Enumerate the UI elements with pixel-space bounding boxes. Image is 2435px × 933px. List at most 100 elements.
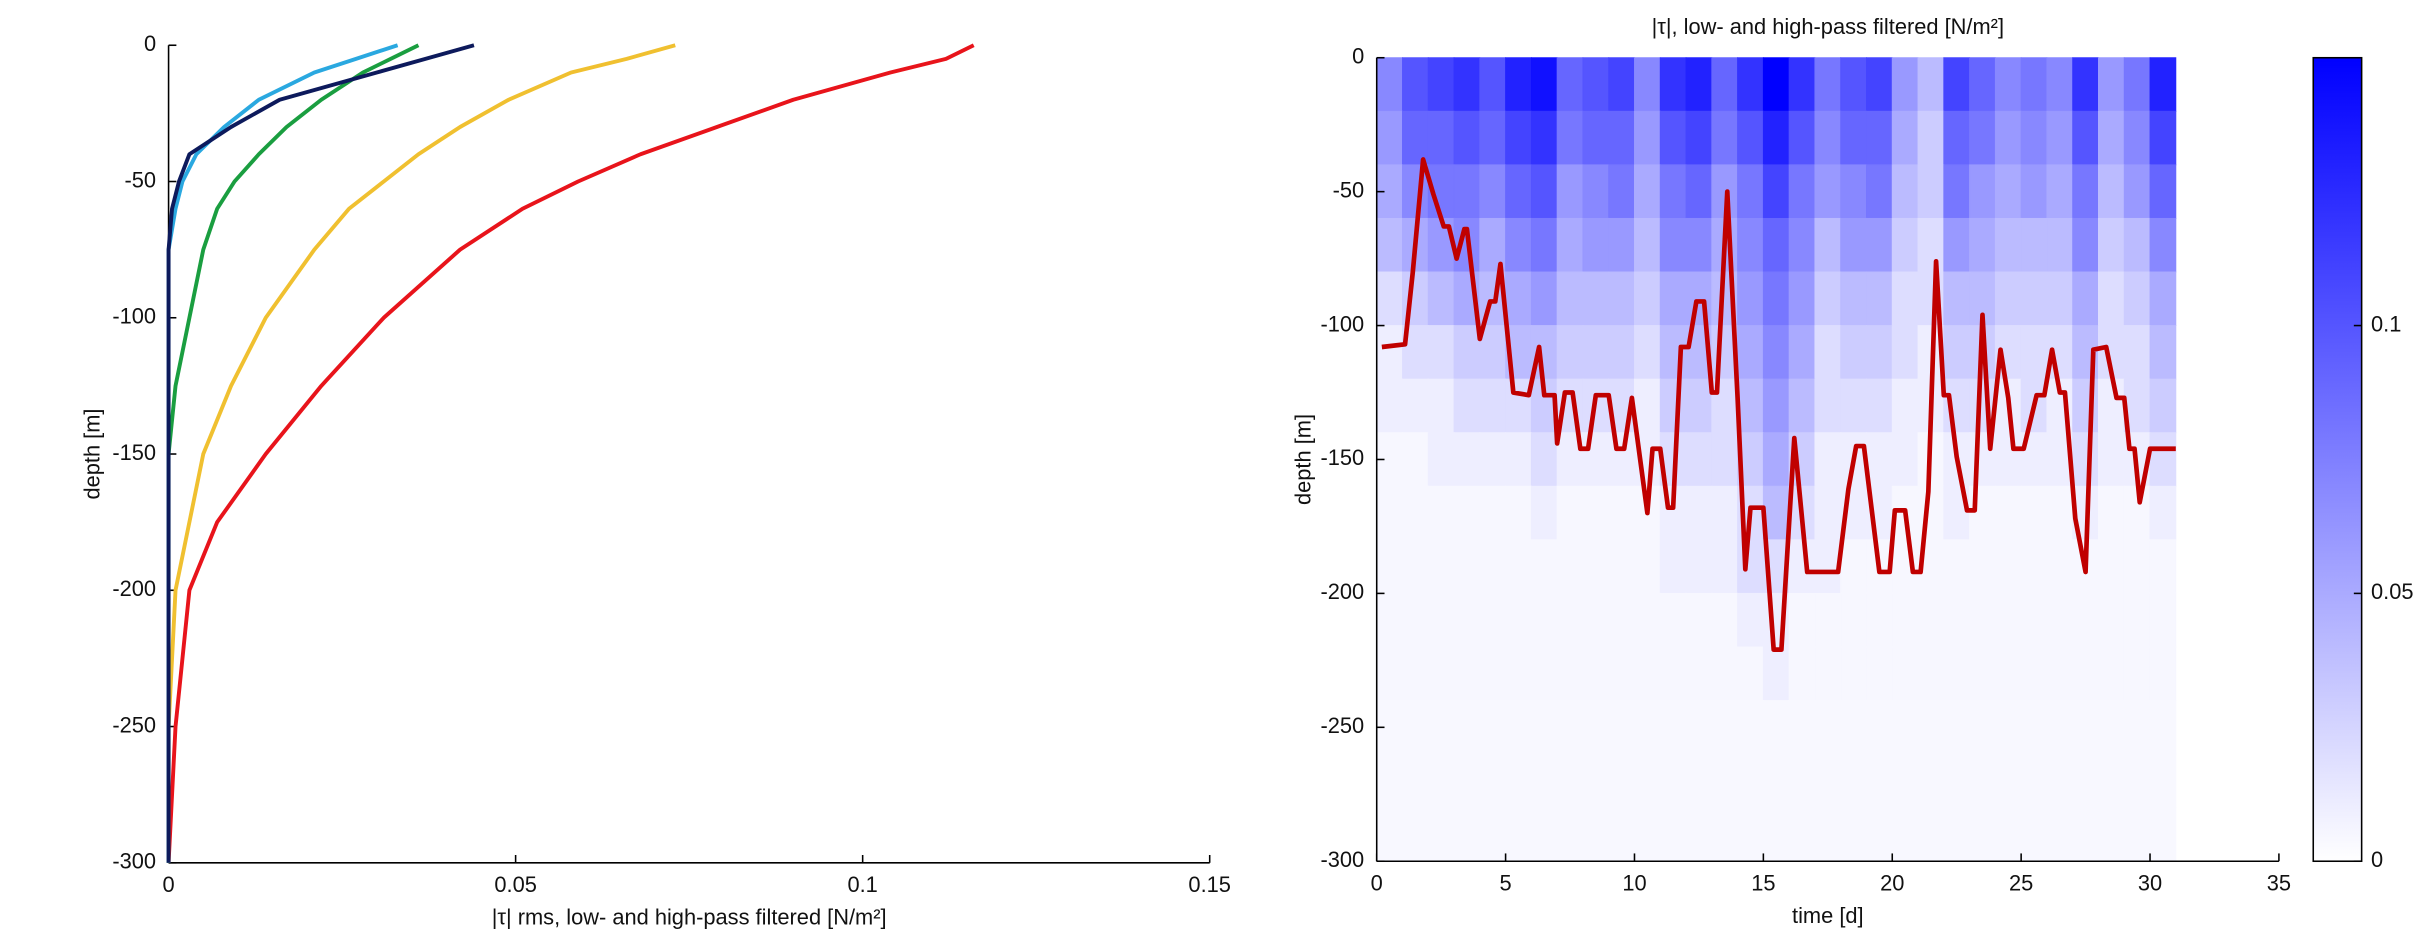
heat-cell: [1762, 57, 1790, 112]
y-axis-label: depth [m]: [1291, 414, 1316, 505]
heat-cell: [1943, 164, 1971, 219]
heat-cell: [2149, 325, 2177, 380]
heat-cell: [1840, 57, 1867, 112]
y-tick-label: -250: [1321, 713, 1365, 738]
heat-cell: [1608, 217, 1635, 273]
heat-cell: [1582, 592, 1610, 648]
heat-cell: [2149, 378, 2177, 434]
heat-cell: [2072, 110, 2099, 166]
heat-cell: [1479, 539, 1507, 594]
x-tick-label: 25: [2009, 870, 2033, 895]
heat-cell: [1737, 57, 1764, 112]
heat-cell: [1788, 539, 1816, 594]
y-tick-label: -100: [112, 304, 156, 329]
heat-cell: [1762, 432, 1790, 487]
heat-cell: [1685, 753, 1713, 809]
x-tick-label: 35: [2267, 870, 2291, 895]
heat-cell: [1891, 110, 1919, 166]
heat-cell: [1634, 217, 1661, 273]
heat-cell: [1376, 110, 1403, 166]
heat-cell: [2123, 700, 2151, 755]
heat-cell: [2149, 807, 2177, 862]
heat-cell: [1814, 646, 1842, 701]
heat-cell: [1685, 807, 1713, 862]
heat-cell: [1608, 110, 1635, 166]
heat-cell: [1814, 217, 1842, 273]
heat-cell: [1659, 700, 1687, 755]
heat-cell: [1556, 271, 1584, 327]
heat-cell: [1582, 271, 1610, 327]
heat-cell: [1866, 378, 1893, 434]
colorbar-tick-label: 0.1: [2371, 311, 2401, 336]
heat-cell: [1737, 271, 1764, 327]
heat-cell: [1376, 539, 1403, 594]
heat-cell: [1685, 57, 1713, 112]
heat-cell: [1866, 164, 1893, 219]
heat-cell: [1479, 485, 1507, 541]
heat-cell: [1866, 646, 1893, 701]
heat-cell: [1505, 164, 1532, 219]
heat-cell: [1711, 485, 1739, 541]
heat-cell: [1376, 485, 1403, 541]
heat-cell: [1969, 164, 1996, 219]
heat-cell: [1788, 807, 1816, 862]
heat-cell: [1762, 325, 1790, 380]
heat-cell: [2046, 217, 2074, 273]
heat-cell: [1402, 807, 1429, 862]
heat-cell: [1556, 646, 1584, 701]
heat-cell: [1917, 753, 1945, 809]
heat-cell: [1917, 700, 1945, 755]
heat-cell: [1685, 432, 1713, 487]
heat-cell: [1427, 110, 1455, 166]
heat-cell: [1659, 217, 1687, 273]
heat-cell: [1582, 539, 1610, 594]
profile-line: [166, 43, 420, 863]
heat-cell: [1994, 485, 2022, 541]
heat-cell: [1866, 700, 1893, 755]
heat-cell: [1943, 700, 1971, 755]
heat-cell: [1582, 700, 1610, 755]
heat-cell: [1788, 164, 1816, 219]
heat-cell: [1376, 646, 1403, 701]
y-tick-label: -300: [1321, 847, 1365, 872]
heat-cell: [1840, 700, 1867, 755]
x-tick-label: 15: [1751, 870, 1775, 895]
heat-cell: [1711, 539, 1739, 594]
heat-cell: [1762, 271, 1790, 327]
y-axis-label: depth [m]: [79, 409, 104, 500]
heat-cell: [1943, 57, 1971, 112]
heat-cell: [1788, 753, 1816, 809]
heat-cell: [1814, 753, 1842, 809]
heat-cell: [1814, 164, 1842, 219]
heat-cell: [1505, 807, 1532, 862]
heat-cell: [1969, 646, 1996, 701]
heat-cell: [1866, 432, 1893, 487]
heat-cell: [1711, 753, 1739, 809]
heat-cell: [1376, 271, 1403, 327]
x-axis-label: |τ| rms, low- and high-pass filtered [N/…: [492, 905, 887, 930]
heat-cell: [1917, 807, 1945, 862]
heat-cell: [1866, 110, 1893, 166]
heat-cell: [1685, 378, 1713, 434]
heat-cell: [1814, 592, 1842, 648]
heat-cell: [2149, 539, 2177, 594]
heat-cell: [1634, 807, 1661, 862]
heat-cell: [2046, 753, 2074, 809]
heat-cell: [1530, 485, 1558, 541]
heat-cell: [2046, 57, 2074, 112]
heat-cell: [2046, 592, 2074, 648]
heat-cell: [1556, 325, 1584, 380]
heat-cell: [2098, 485, 2125, 541]
heat-cell: [2046, 485, 2074, 541]
heat-cell: [1762, 217, 1790, 273]
heat-cell: [1943, 807, 1971, 862]
heat-cell: [1737, 325, 1764, 380]
heat-cell: [1866, 325, 1893, 380]
y-tick-label: -250: [112, 712, 156, 737]
heat-cell: [1685, 485, 1713, 541]
heat-cell: [1402, 164, 1429, 219]
heat-cell: [1866, 57, 1893, 112]
heat-cell: [1788, 110, 1816, 166]
heat-cell: [1685, 164, 1713, 219]
heat-cell: [1917, 485, 1945, 541]
